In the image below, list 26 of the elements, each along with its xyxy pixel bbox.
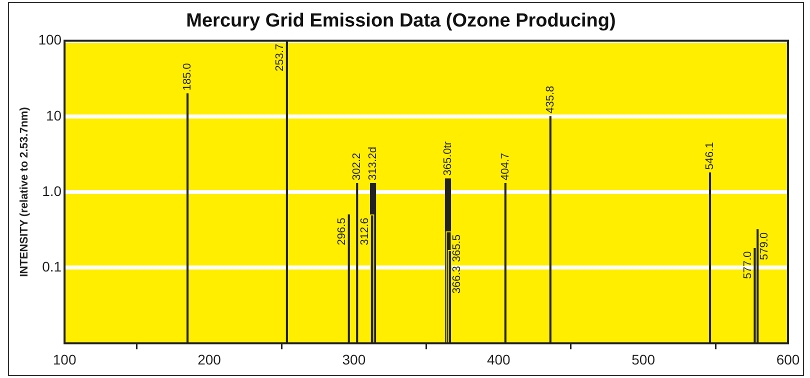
- annotation: 253.7: [274, 44, 286, 72]
- x-tick-label: 500: [632, 351, 656, 368]
- annotation: 435.8: [544, 86, 556, 114]
- y-tick-label: 100: [38, 32, 62, 48]
- annotation: 546.1: [704, 142, 716, 170]
- x-tick-label: 200: [198, 351, 222, 368]
- x-tick-label: 400: [486, 351, 511, 368]
- y-tick-label: 10: [46, 107, 62, 124]
- annotation: 404.7: [499, 152, 512, 180]
- annotation: 365.5: [450, 234, 463, 262]
- annotation: 312.6: [359, 218, 372, 246]
- x-tick-label: 600: [776, 351, 800, 368]
- x-tick-label: 100: [52, 351, 76, 368]
- y-axis-title: INTENSITY (relative to 2.53.7nm): [18, 106, 31, 277]
- chart-title: Mercury Grid Emission Data (Ozone Producing): [186, 10, 616, 32]
- y-tick-label: 0.1: [42, 258, 62, 274]
- annotation: 366.3: [450, 266, 463, 294]
- annotation: 577.0: [742, 251, 754, 279]
- y-tick-label: 1.0: [42, 182, 62, 199]
- annotation: 579.0: [758, 232, 771, 260]
- annotation: 185.0: [182, 63, 194, 91]
- annotation: 296.5: [336, 218, 348, 246]
- annotation: 365.0tr: [442, 141, 454, 176]
- x-tick-label: 300: [342, 351, 366, 368]
- annotation: 302.2: [351, 152, 364, 180]
- annotation: 313.2d: [367, 146, 380, 180]
